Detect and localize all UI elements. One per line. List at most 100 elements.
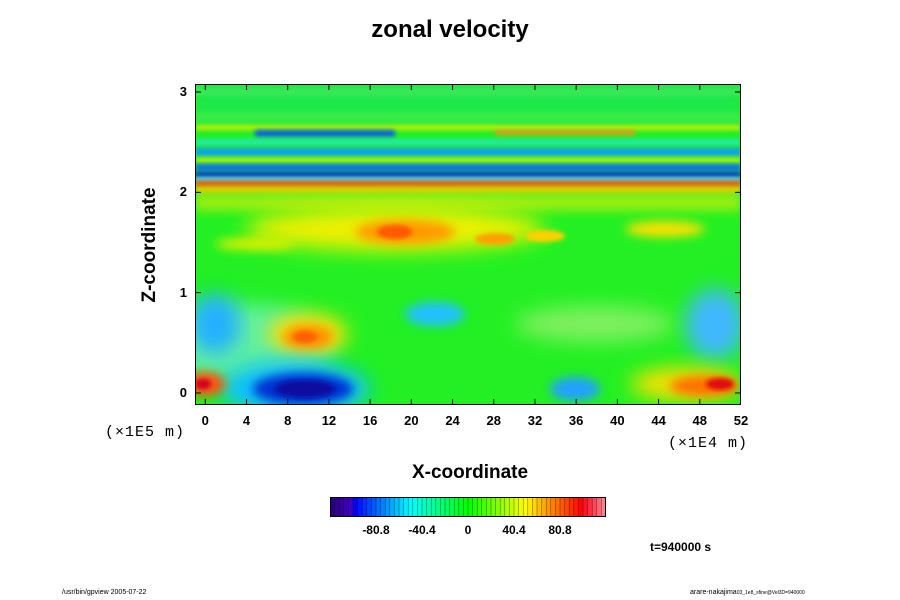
colorbar-cell — [463, 497, 469, 517]
colorbar-tick-label: -40.4 — [408, 523, 436, 537]
y-tick-label: 3 — [179, 84, 187, 100]
colorbar-cell — [399, 497, 404, 517]
colorbar-cell — [330, 497, 335, 517]
x-tick-label: 44 — [651, 413, 666, 428]
colorbar-cell — [362, 497, 368, 517]
colorbar-cell — [532, 497, 538, 517]
colorbar-cell — [578, 497, 584, 517]
colorbar-cell — [560, 497, 565, 517]
colorbar-cell — [353, 497, 358, 517]
colorbar-tick-label: -80.8 — [362, 523, 390, 537]
colorbar-cell — [385, 497, 391, 517]
colorbar-cell — [343, 497, 349, 517]
colorbar-cell — [371, 497, 377, 517]
colorbar-cell — [357, 497, 363, 517]
cool-patch-right — [685, 289, 741, 359]
colorbar-cell — [468, 497, 473, 517]
x-tick-label: 12 — [321, 413, 337, 428]
colorbar-cell — [431, 497, 437, 517]
x-tick-label: 0 — [201, 413, 209, 428]
colorbar-cell — [514, 497, 519, 517]
colorbar-cell — [366, 497, 372, 517]
stripe-blue-upper — [255, 130, 395, 137]
colorbar-cell — [426, 497, 432, 517]
chart-title: zonal velocity — [371, 16, 529, 43]
colorbar-cell — [481, 497, 487, 517]
x-tick-label: 40 — [610, 413, 625, 428]
colorbar-cell — [389, 497, 395, 517]
colorbar-cell — [527, 497, 533, 517]
colorbar-cell — [394, 497, 400, 517]
x-unit-label: (×1E4 m) — [668, 435, 749, 452]
colorbar-cell — [569, 497, 575, 517]
y-tick-label: 0 — [179, 384, 187, 400]
colorbar-cell — [445, 497, 450, 517]
colorbar-cell — [504, 497, 510, 517]
colorbar-tick-label: 40.4 — [502, 523, 526, 537]
colorbar-cell — [500, 497, 506, 517]
colorbar-tick-label: 80.8 — [548, 523, 572, 537]
x-tick-label: 4 — [242, 413, 251, 428]
y-tick-label: 2 — [179, 184, 187, 200]
x-tick-label: 52 — [733, 413, 749, 428]
colorbar-cell — [592, 497, 598, 517]
colorbar-cell — [458, 497, 464, 517]
colorbar-cell — [334, 497, 340, 517]
colorbar-cell — [412, 497, 418, 517]
plot-area — [195, 84, 741, 405]
colorbar-cell — [435, 497, 441, 517]
x-tick-label: 32 — [527, 413, 543, 428]
colorbar-cell — [550, 497, 556, 517]
colorbar-tick-label: 0 — [464, 523, 472, 537]
colorbar-cell — [477, 497, 483, 517]
colorbar-cell — [596, 497, 602, 517]
colorbar-cell — [573, 497, 579, 517]
colorbar-cell — [491, 497, 496, 517]
colorbar-cell — [486, 497, 492, 517]
colorbar-cell — [417, 497, 423, 517]
x-tick-label: 48 — [692, 413, 708, 428]
y-axis-label: Z-coordinate — [139, 187, 160, 303]
colorbar-cell — [555, 497, 561, 517]
stripe-cyan — [195, 148, 741, 156]
colorbar-cell — [380, 497, 386, 517]
colorbar-cell — [583, 497, 588, 517]
footer-right-sub: 03_1e8_sfine@Vel3D=940000 — [736, 590, 805, 596]
x-axis-label: X-coordinate — [411, 462, 529, 483]
colorbar-cell — [546, 497, 552, 517]
y-unit-label: (×1E5 m) — [105, 424, 186, 441]
colorbar-cell — [541, 497, 547, 517]
colorbar — [330, 497, 606, 517]
colorbar-cell — [339, 497, 345, 517]
colorbar-cell — [348, 497, 354, 517]
x-tick-label: 36 — [568, 413, 584, 428]
colorbar-cell — [495, 497, 501, 517]
footer-right: arare-nakajima03_1e8_sfine@Vel3D=940000 — [690, 589, 805, 596]
x-tick-label: 16 — [362, 413, 378, 428]
colorbar-cell — [472, 497, 478, 517]
x-tick-label: 24 — [445, 413, 460, 428]
stripe-red — [195, 181, 741, 187]
stripe-blue-main — [195, 164, 741, 171]
colorbar-cell — [509, 497, 515, 517]
stripe-yellow-top — [195, 125, 741, 130]
colorbar-cell — [523, 497, 529, 517]
colorbar-cell — [408, 497, 414, 517]
time-label: t=940000 s — [650, 540, 712, 554]
colorbar-cell — [587, 497, 593, 517]
colorbar-cell — [454, 497, 460, 517]
colorbar-cell — [403, 497, 409, 517]
colorbar-cell — [449, 497, 455, 517]
x-tick-label: 8 — [284, 413, 292, 428]
colorbar-cell — [518, 497, 524, 517]
colorbar-cell — [601, 497, 606, 517]
x-tick-label: 20 — [404, 413, 419, 428]
colorbar-cell — [564, 497, 570, 517]
footer-left: /usr/bin/gpview 2005-07-22 — [62, 589, 147, 596]
colorbar-cell — [440, 497, 446, 517]
colorbar-cell — [537, 497, 542, 517]
colorbar-cell — [376, 497, 381, 517]
footer-right-main: arare-nakajima — [690, 589, 737, 596]
colorbar-cell — [422, 497, 427, 517]
x-tick-label: 28 — [486, 413, 501, 428]
